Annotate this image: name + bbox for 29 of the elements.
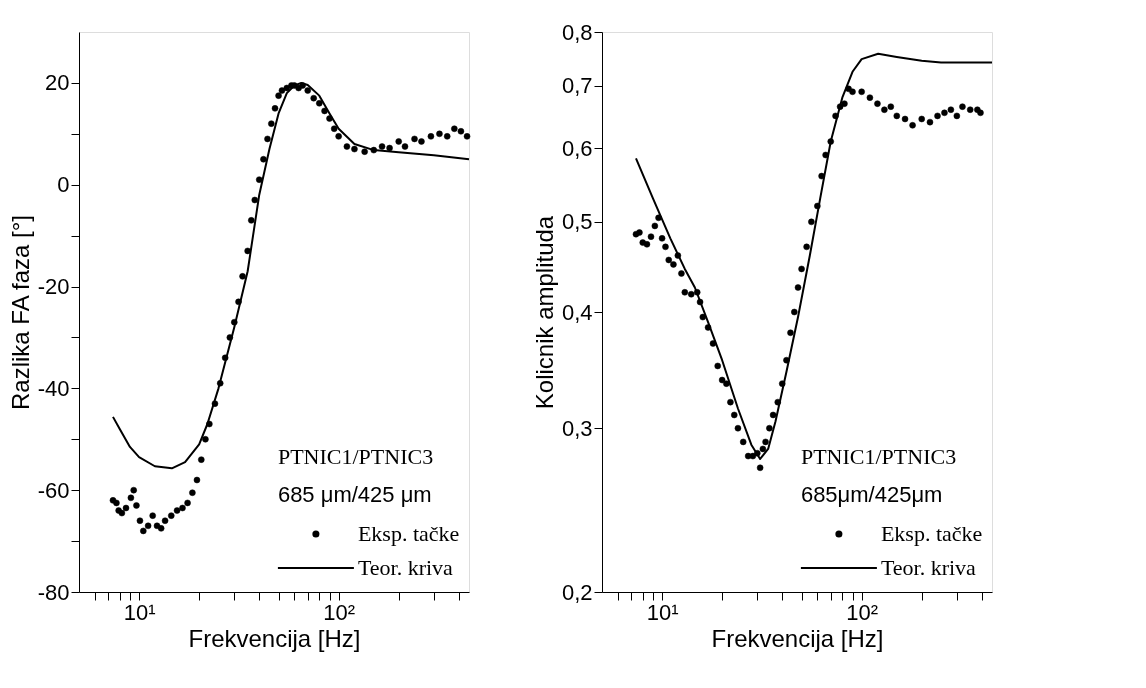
y-axis-title: Kolicnik amplituda (530, 215, 558, 410)
annotation: PTNIC1/PTNIC3 (800, 444, 957, 469)
y-tick-label: -20 (37, 274, 70, 300)
y-tick-label: 0,5 (561, 209, 593, 235)
x-tick-label: 10² (323, 599, 356, 625)
x-tick-label: 10¹ (646, 599, 679, 625)
y-tick-label: -80 (37, 579, 70, 605)
y-tick-label: 0,4 (561, 299, 593, 325)
y-axis-title: Razlika FA faza [°] (6, 214, 34, 411)
annotation: 685μm/425μm (800, 482, 943, 507)
y-tick-label: 0,3 (561, 415, 593, 441)
legend-label: Teor. kriva (880, 555, 977, 580)
y-tick-label: -40 (37, 375, 70, 401)
annotation: PTNIC1/PTNIC3 (277, 444, 434, 469)
y-tick-label: 0,7 (561, 73, 593, 99)
x-axis-title: Frekvencija [Hz] (711, 624, 884, 652)
legend-label: Eksp. tačke (880, 521, 983, 546)
y-tick-label: 0 (57, 172, 70, 198)
x-tick-label: 10¹ (123, 599, 156, 625)
y-tick-label: 0,8 (561, 19, 593, 45)
y-tick-label: 0,2 (561, 579, 593, 605)
x-tick-label: 10² (846, 599, 879, 625)
legend-label: Teor. kriva (357, 555, 454, 580)
y-tick-label: 0,6 (561, 135, 593, 161)
legend-label: Eksp. tačke (357, 521, 460, 546)
y-tick-label: 20 (45, 70, 70, 96)
annotation: 685 μm/425 μm (277, 482, 432, 507)
y-tick-label: -60 (37, 477, 70, 503)
x-axis-title: Frekvencija [Hz] (188, 624, 361, 652)
